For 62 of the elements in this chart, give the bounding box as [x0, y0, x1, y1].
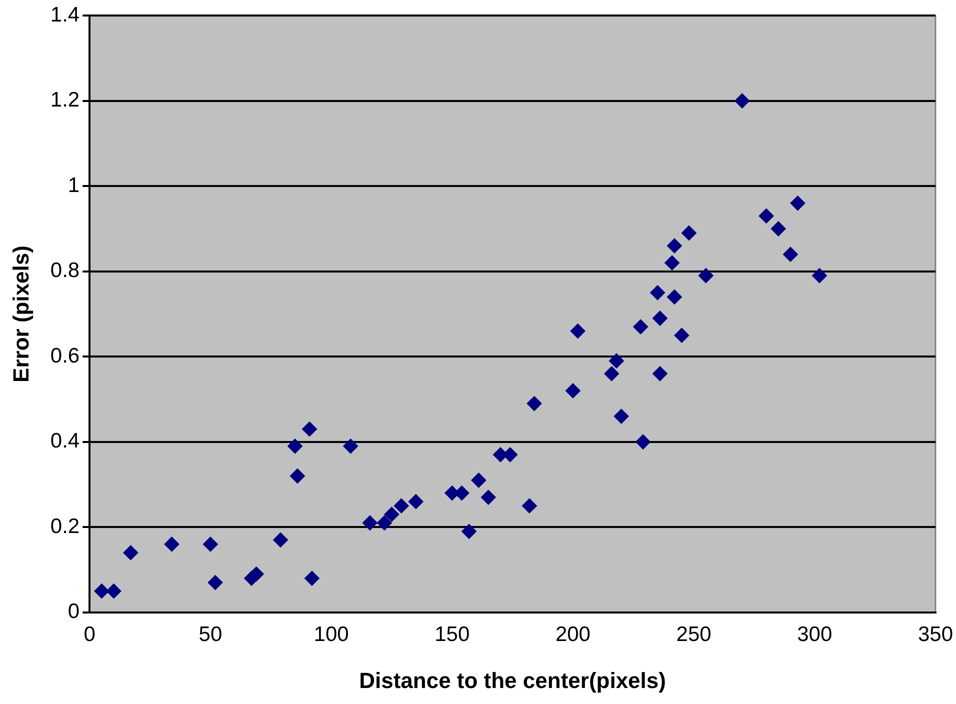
point: [608, 353, 624, 368]
point: [290, 468, 305, 484]
point: [666, 289, 682, 304]
point: [94, 584, 110, 599]
point: [636, 434, 651, 450]
point: [164, 536, 180, 552]
point: [652, 310, 668, 326]
point: [208, 575, 223, 590]
y-tick-label: 0.2: [50, 514, 80, 538]
point: [790, 196, 806, 211]
point: [273, 532, 288, 548]
point: [565, 383, 580, 398]
y-tick-label: 0: [68, 600, 80, 624]
point: [462, 524, 477, 539]
x-tick-label: 150: [434, 622, 470, 646]
x-tick-label: 300: [797, 622, 832, 646]
point: [288, 438, 303, 454]
y-tick-label: 1.4: [50, 3, 80, 26]
point: [758, 208, 774, 224]
y-tick-label: 1: [68, 174, 80, 197]
y-tick-label: 0.4: [50, 430, 80, 453]
point: [394, 498, 409, 514]
point: [666, 238, 682, 254]
point: [384, 506, 400, 522]
x-tick-label: 200: [555, 622, 590, 646]
point: [376, 515, 392, 530]
point: [650, 285, 666, 300]
x-tick-label: 100: [314, 622, 349, 646]
point: [362, 515, 378, 530]
y-tick-label: 1.2: [50, 88, 80, 112]
point: [304, 570, 320, 586]
x-axis-title: Distance to the center(pixels): [359, 668, 666, 693]
point: [343, 438, 358, 454]
point: [123, 545, 138, 560]
point: [471, 472, 486, 488]
y-axis-title: Error (pixels): [8, 246, 34, 382]
y-tick-label: 0.6: [50, 344, 80, 368]
point: [734, 93, 750, 108]
point: [681, 226, 696, 241]
point: [526, 396, 542, 412]
point: [812, 268, 827, 284]
point: [652, 366, 668, 382]
point: [408, 494, 424, 510]
point: [106, 584, 122, 599]
x-tick-label: 0: [84, 622, 96, 646]
point: [202, 536, 218, 552]
point: [570, 324, 586, 339]
point: [633, 319, 648, 334]
x-tick-label: 50: [198, 622, 222, 646]
point: [782, 246, 798, 262]
x-tick-label: 250: [676, 622, 712, 646]
point: [674, 328, 690, 343]
point: [664, 255, 680, 270]
point: [698, 268, 714, 284]
point: [770, 221, 786, 236]
y-tick-label: 0.8: [50, 259, 80, 282]
point: [604, 366, 620, 382]
point: [302, 422, 318, 437]
point: [614, 408, 629, 424]
point: [480, 490, 496, 505]
x-tick-label: 350: [918, 622, 954, 646]
point: [522, 498, 537, 514]
